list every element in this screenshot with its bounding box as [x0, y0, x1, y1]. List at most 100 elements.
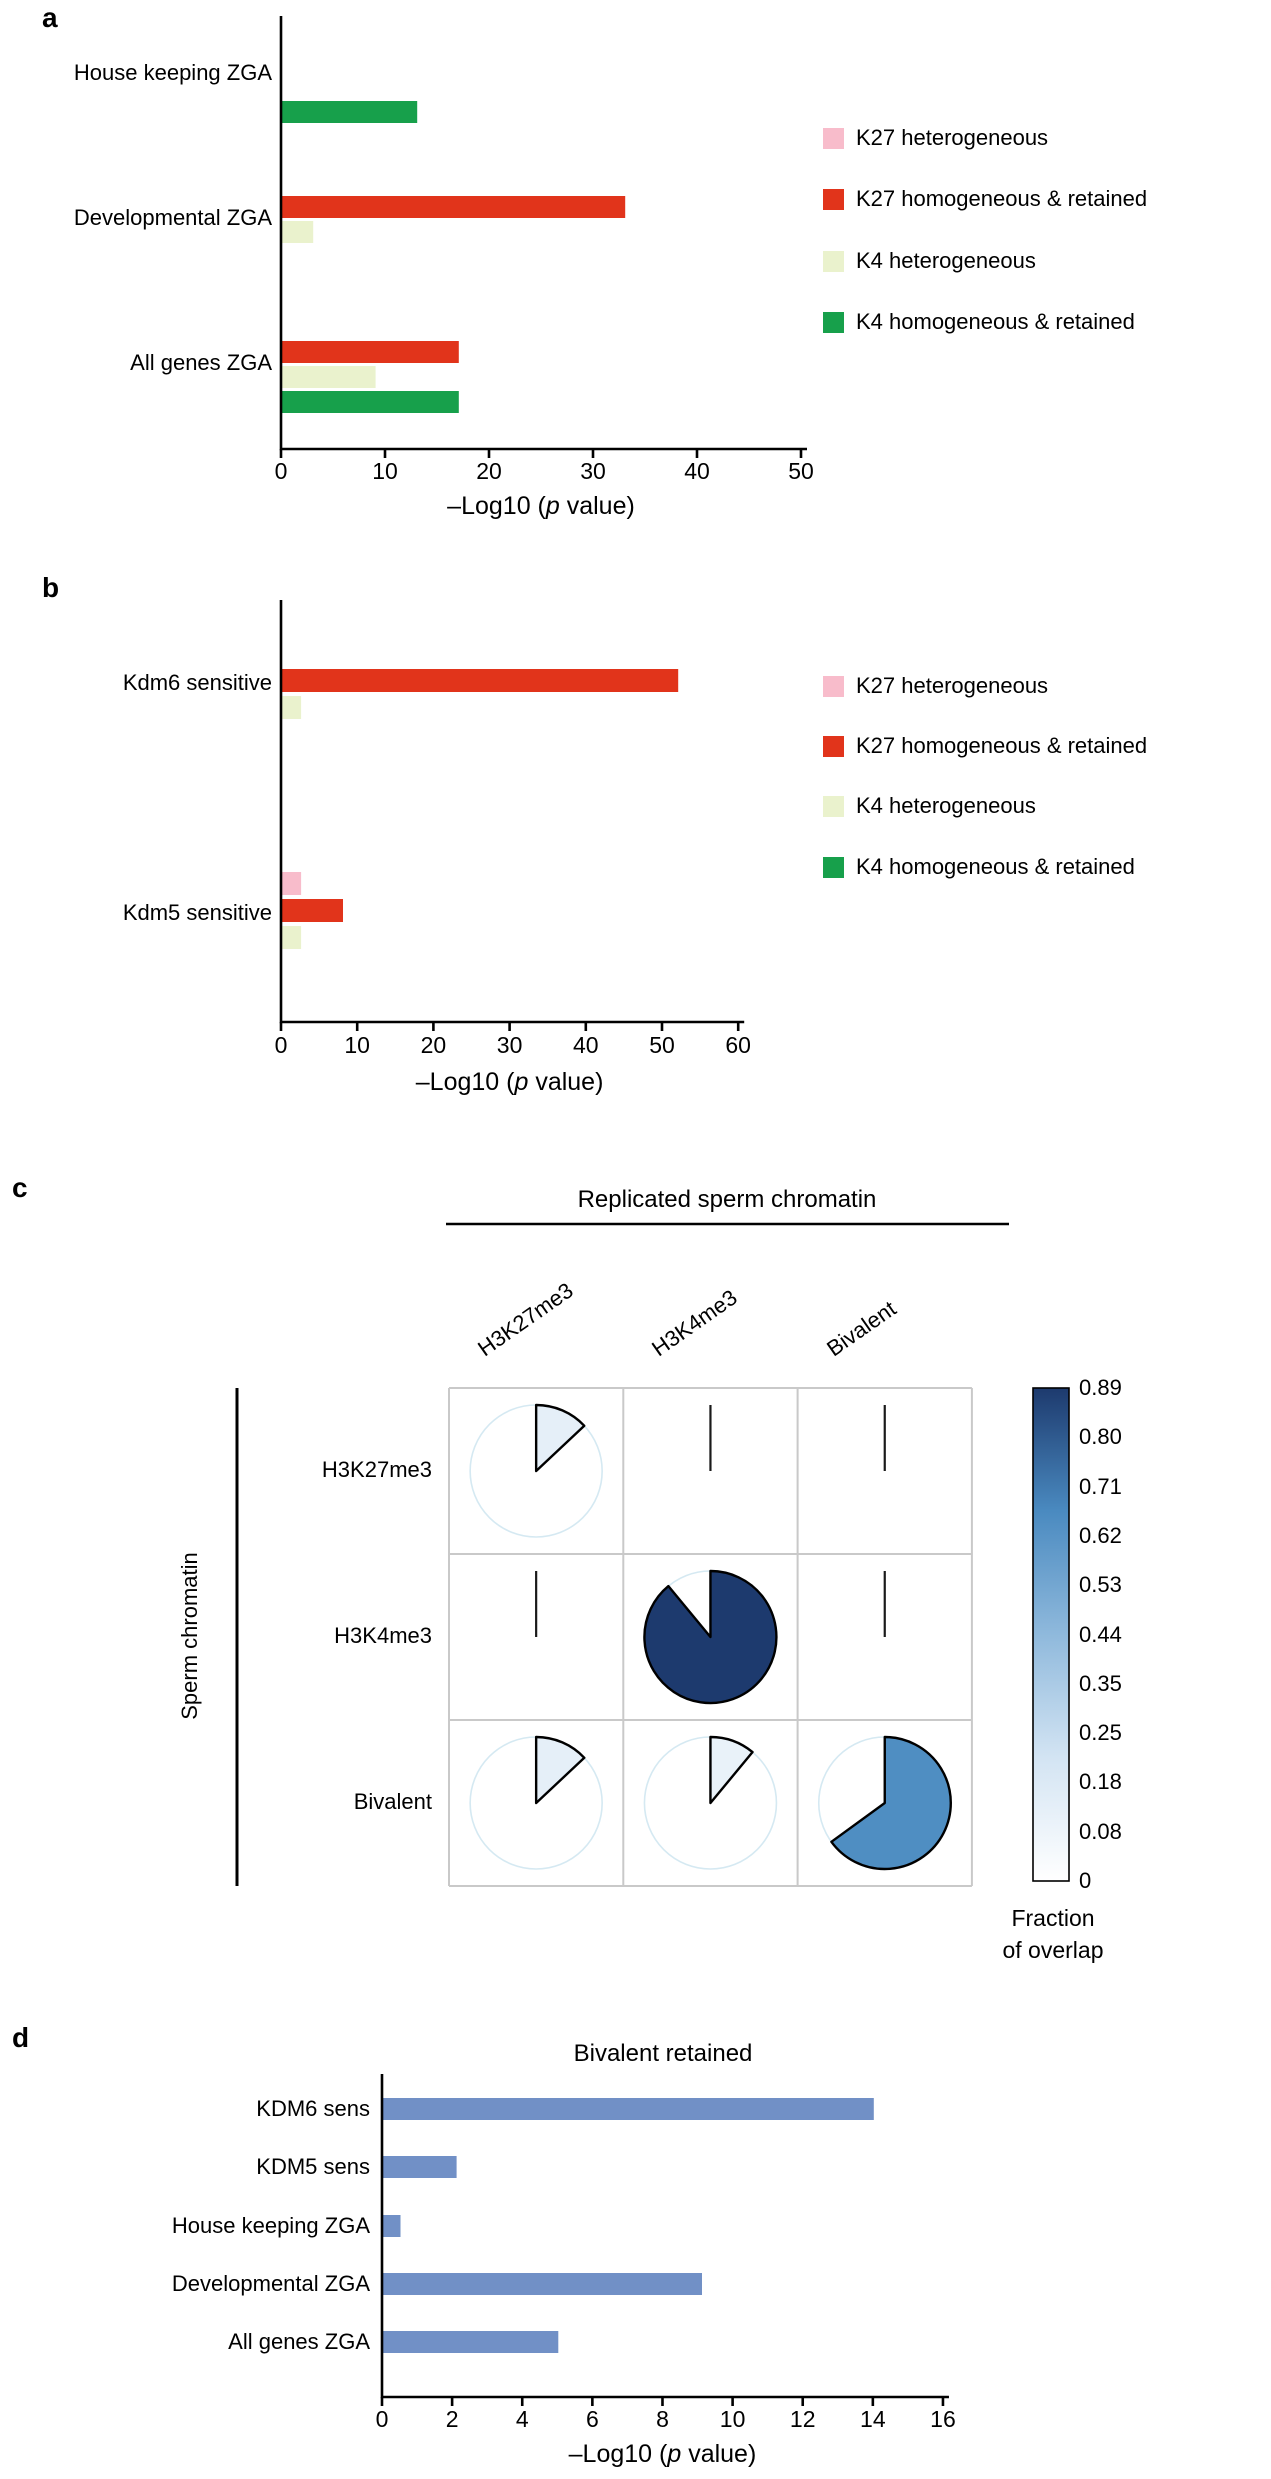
x-tick-label: 50	[788, 458, 814, 484]
legend-swatch	[823, 128, 844, 149]
axis-title-italic-p: p	[514, 1068, 529, 1096]
pie-wedge	[534, 1735, 586, 1805]
colorbar-tick-label: 0	[1079, 1868, 1092, 1893]
bar	[383, 2273, 702, 2295]
x-tick-label: 60	[725, 1032, 751, 1058]
legend-label: K4 homogeneous & retained	[856, 854, 1135, 879]
legend-label: K27 homogeneous & retained	[856, 186, 1148, 211]
panel-c-title: Replicated sperm chromatin	[577, 1186, 877, 1213]
x-tick-label: 16	[930, 2406, 956, 2432]
column-label: Bivalent	[821, 1295, 901, 1362]
pie-wedge	[830, 1735, 952, 1871]
colorbar-tick-label: 0.80	[1079, 1424, 1122, 1450]
x-axis-title: –Log10 (p value)	[310, 1068, 710, 1098]
axis-title-prefix: –Log10 (	[447, 492, 546, 520]
pie-wedge	[534, 1403, 586, 1473]
category-label: Kdm5 sensitive	[122, 900, 272, 925]
x-tick-label: 10	[344, 1032, 370, 1058]
x-tick-label: 0	[375, 2406, 389, 2432]
row-label: Bivalent	[353, 1789, 432, 1814]
x-tick-label: 30	[580, 458, 606, 484]
axis-title-prefix: –Log10 (	[568, 2440, 668, 2468]
bar	[282, 221, 314, 243]
x-tick-label: 8	[656, 2406, 669, 2432]
x-tick-label: 0	[274, 1032, 288, 1058]
x-tick-label: 10	[719, 2406, 746, 2432]
colorbar-tick-label: 0.18	[1079, 1769, 1122, 1795]
axis-title-prefix: –Log10 (	[415, 1068, 515, 1096]
bar	[282, 696, 302, 719]
pie-wedge	[643, 1569, 778, 1705]
x-tick-label: 0	[274, 458, 288, 484]
axis-title-suffix: value)	[681, 2440, 757, 2468]
x-tick-label: 20	[476, 458, 502, 484]
x-tick-label: 2	[445, 2406, 459, 2432]
legend-label: K27 homogeneous & retained	[856, 733, 1148, 758]
panel-d-letter: d	[12, 2022, 30, 2053]
bar	[282, 101, 418, 123]
x-tick-label: 4	[515, 2406, 529, 2432]
legend-swatch	[823, 796, 844, 817]
bar	[282, 899, 343, 922]
x-tick-label: 40	[573, 1032, 599, 1058]
column-label: H3K4me3	[647, 1284, 743, 1362]
axis-title-italic-p: p	[667, 2440, 682, 2468]
bar	[282, 926, 302, 949]
colorbar-tick-label: 0.89	[1079, 1375, 1122, 1400]
axis-title-suffix: value)	[528, 1068, 604, 1096]
category-label: KDM6 sens	[256, 2096, 370, 2121]
x-tick-label: 30	[496, 1032, 523, 1058]
legend-swatch	[823, 312, 844, 333]
legend-swatch	[823, 189, 844, 210]
panel-b-letter: b	[42, 572, 60, 603]
category-label: House keeping ZGA	[73, 60, 272, 85]
pie-wedge	[709, 1735, 754, 1805]
legend-swatch	[823, 251, 844, 272]
legend-swatch	[823, 676, 844, 697]
colorbar-label: Fraction	[1011, 1905, 1095, 1931]
panel-a-letter: a	[42, 2, 58, 33]
x-tick-label: 14	[860, 2406, 886, 2432]
bar	[282, 872, 302, 895]
colorbar-tick-label: 0.25	[1079, 1720, 1122, 1746]
category-label: Developmental ZGA	[73, 205, 272, 230]
bar	[383, 2156, 457, 2178]
category-label: All genes ZGA	[130, 350, 272, 375]
category-label: Developmental ZGA	[171, 2271, 370, 2296]
colorbar-tick-label: 0.53	[1079, 1572, 1122, 1598]
bar	[282, 669, 679, 692]
x-tick-label: 10	[372, 458, 398, 484]
bar	[383, 2098, 874, 2120]
legend-label: K27 heterogeneous	[856, 673, 1049, 698]
panel-d-title: Bivalent retained	[573, 2040, 753, 2067]
axis-title-suffix: value)	[559, 492, 635, 520]
legend-label: K4 homogeneous & retained	[856, 309, 1135, 334]
legend-swatch	[823, 736, 844, 757]
row-label: H3K4me3	[334, 1623, 432, 1648]
bar	[282, 391, 459, 413]
colorbar-tick-label: 0.71	[1079, 1473, 1122, 1499]
legend-swatch	[823, 857, 844, 878]
bar	[383, 2215, 401, 2237]
legend-label: K4 heterogeneous	[856, 793, 1036, 818]
category-label: KDM5 sens	[256, 2154, 370, 2179]
x-tick-label: 50	[649, 1032, 675, 1058]
colorbar-label: of overlap	[1002, 1937, 1104, 1963]
colorbar-tick-label: 0.35	[1079, 1670, 1122, 1696]
bar	[282, 341, 459, 363]
x-tick-label: 12	[789, 2406, 816, 2432]
legend-label: K27 heterogeneous	[856, 125, 1049, 150]
x-axis-title: –Log10 (p value)	[341, 492, 741, 522]
colorbar-tick-label: 0.44	[1079, 1621, 1122, 1647]
category-label: Kdm6 sensitive	[122, 670, 272, 695]
row-label: H3K27me3	[321, 1457, 432, 1482]
bar	[282, 196, 626, 218]
category-label: House keeping ZGA	[171, 2213, 370, 2238]
bar	[383, 2331, 559, 2353]
category-label: All genes ZGA	[228, 2329, 370, 2354]
legend-label: K4 heterogeneous	[856, 248, 1036, 273]
bar	[282, 366, 376, 388]
